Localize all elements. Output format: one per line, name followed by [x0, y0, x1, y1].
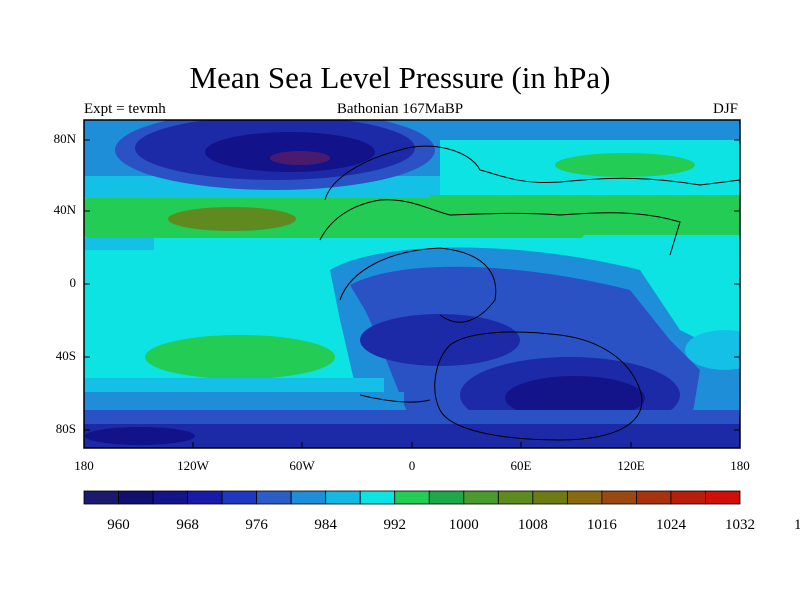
lat-tick-40n: 40N	[53, 202, 76, 217]
north-high-core	[168, 207, 296, 231]
colorbar-swatch	[359, 490, 396, 505]
colorbar-swatch	[636, 490, 672, 505]
coastline-gondwana	[339, 247, 497, 323]
colorbar	[83, 490, 741, 505]
colorbar-swatch	[152, 490, 188, 505]
lat-tick-0: 0	[69, 275, 77, 290]
period-label: Bathonian 167MaBP	[336, 101, 464, 117]
colorbar-label: 1008	[517, 517, 548, 533]
lat-tick-80n: 80N	[53, 131, 76, 146]
colorbar-label: 1016	[586, 517, 617, 533]
colorbar-swatch	[705, 490, 741, 505]
colorbar-swatch	[187, 490, 223, 505]
colorbar-label: 992	[383, 517, 406, 533]
colorbar-label: 1040	[794, 517, 800, 533]
east-high	[685, 330, 740, 370]
colorbar-swatch	[601, 490, 637, 505]
ne-green-patch	[555, 153, 695, 177]
colorbar-swatch	[256, 490, 292, 505]
lon-tick-120w: 120W	[177, 458, 209, 473]
colorbar-swatch	[221, 490, 258, 505]
lon-tick-60e: 60E	[510, 458, 532, 473]
colorbar-swatch	[670, 490, 706, 505]
south-mid-band	[84, 410, 740, 424]
pacific-low-core	[270, 151, 330, 165]
colorbar-swatch	[394, 490, 430, 505]
continent-low-core	[505, 376, 645, 420]
lat-tick-80s: 80S	[55, 421, 76, 436]
lon-tick-0: 0	[408, 458, 416, 473]
colorbar-label: 976	[245, 517, 268, 533]
continent-low-west	[360, 314, 520, 366]
colorbar-swatch	[118, 490, 154, 505]
lat-tick-40s: 40S	[55, 348, 76, 363]
chart-title: Mean Sea Level Pressure (in hPa)	[189, 60, 611, 95]
pressure-field	[84, 120, 740, 448]
south-high	[145, 335, 335, 379]
colorbar-swatch	[83, 490, 119, 505]
tick-marks	[84, 139, 740, 448]
colorbar-label: 960	[107, 517, 130, 533]
lon-tick-60w: 60W	[289, 458, 315, 473]
coastline-north	[324, 145, 740, 201]
coastline-south	[434, 331, 643, 441]
colorbar-swatch	[325, 490, 361, 505]
ne-green-belt	[430, 195, 740, 235]
colorbar-swatch	[428, 490, 465, 505]
colorbar-label: 1000	[448, 517, 479, 533]
colorbar-swatch	[463, 490, 499, 505]
lon-tick-180w: 180	[74, 458, 94, 473]
colorbar-label: 968	[176, 517, 199, 533]
coastline-connector	[359, 394, 431, 403]
experiment-label: Expt = tevmh	[84, 101, 166, 117]
south-blue-band	[84, 392, 404, 410]
colorbar-swatch	[497, 490, 534, 505]
colorbar-swatch	[532, 490, 568, 505]
colorbar-label: 984	[314, 517, 337, 533]
colorbar-swatch	[566, 490, 603, 505]
lon-tick-180e: 180	[730, 458, 750, 473]
lon-tick-120e: 120E	[617, 458, 645, 473]
colorbar-label: 1032	[725, 517, 755, 533]
season-label: DJF	[712, 101, 738, 117]
south-low-core	[85, 427, 195, 445]
colorbar-label: 1024	[655, 517, 686, 533]
south-light-band	[84, 378, 384, 392]
coastline-laurasia	[319, 199, 681, 256]
coastlines	[319, 145, 740, 441]
colorbar-swatch	[290, 490, 327, 505]
